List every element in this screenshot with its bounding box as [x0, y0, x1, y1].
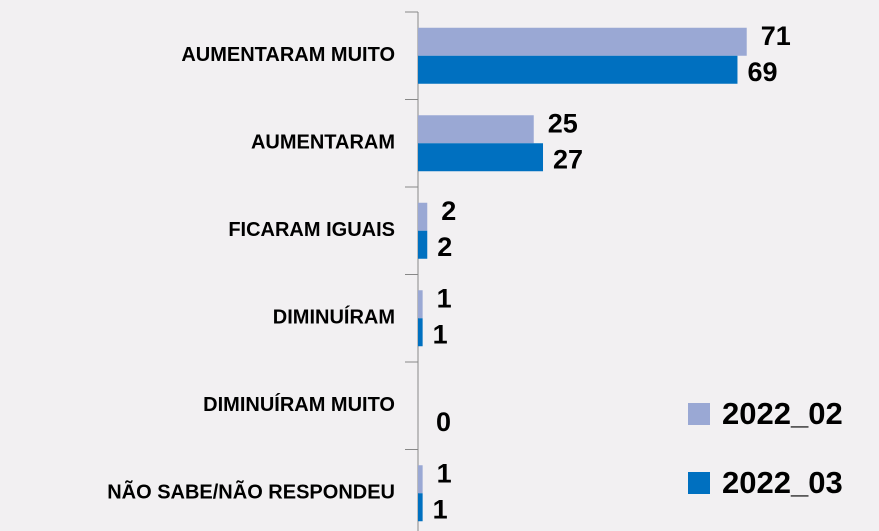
value-label: 0 — [436, 407, 451, 437]
legend-swatch — [688, 403, 710, 425]
bar — [418, 27, 747, 56]
category-label: NÃO SABE/NÃO RESPONDEU — [107, 481, 395, 504]
bar — [418, 465, 423, 494]
bar — [418, 493, 423, 522]
legend-swatch — [688, 472, 710, 494]
category-label: AUMENTARAM MUITO — [181, 44, 395, 66]
value-label: 69 — [747, 57, 777, 87]
bar — [418, 143, 544, 172]
bar — [418, 115, 534, 144]
bar — [418, 290, 423, 319]
value-label: 1 — [437, 458, 452, 488]
value-label: 2 — [441, 196, 456, 226]
bar — [418, 202, 428, 231]
category-label: AUMENTARAM — [251, 132, 395, 154]
value-label: 71 — [761, 21, 791, 51]
value-label: 1 — [433, 319, 448, 349]
legend-label: 2022_02 — [722, 396, 843, 431]
bar — [418, 55, 738, 84]
bar — [418, 318, 423, 347]
value-label: 1 — [433, 494, 448, 524]
category-label: DIMINUÍRAM — [273, 306, 395, 329]
value-label: 27 — [553, 144, 583, 174]
category-label: DIMINUÍRAM MUITO — [203, 393, 395, 416]
bar — [418, 230, 428, 259]
value-label: 25 — [548, 108, 578, 138]
legend-label: 2022_03 — [722, 465, 843, 500]
value-label: 1 — [437, 283, 452, 313]
category-label: FICARAM IGUAIS — [228, 219, 395, 241]
value-label: 2 — [437, 232, 452, 262]
